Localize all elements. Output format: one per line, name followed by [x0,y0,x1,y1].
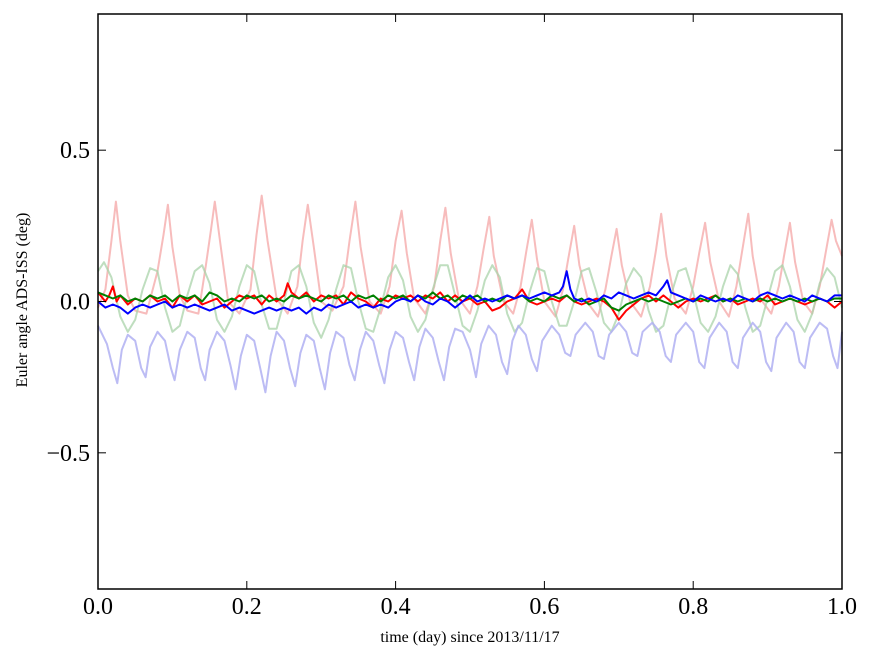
series-line-blue-faint [97,321,843,394]
x-tick-label: 0.2 [232,594,262,620]
x-tick-label: 0.4 [381,594,411,620]
x-tick-label: 0.0 [83,594,113,620]
x-axis-label: time (day) since 2013/11/17 [380,629,559,646]
x-tick-label: 0.6 [529,594,559,620]
series-layer [97,194,843,394]
y-tick-label: −0.5 [46,441,90,467]
x-tick-label: 1.0 [827,594,857,620]
y-tick-label: 0.0 [60,290,90,316]
y-axis-label: Euler angle ADS-ISS (deg) [14,213,31,388]
x-tick-label: 0.8 [678,594,708,620]
series-line-green-faint [97,261,843,339]
series-line-green [97,291,842,312]
series-line-red-faint [97,194,843,318]
y-tick-label: 0.5 [60,138,90,164]
tick-layer: 0.0 0.2 0.4 0.6 0.8 1.0 0.5 0.0 −0.5 [46,14,857,620]
series-line-blue [97,270,842,315]
